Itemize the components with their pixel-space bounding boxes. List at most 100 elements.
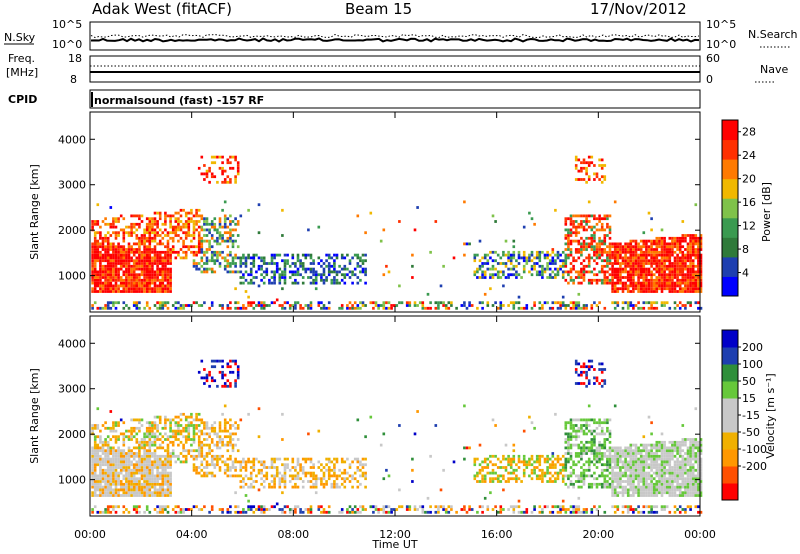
range-gate-cell [148, 250, 152, 254]
range-gate-cell [236, 376, 240, 380]
range-gate-cell [533, 508, 536, 511]
range-gate-cell [91, 454, 94, 458]
range-gate-cell [125, 460, 128, 464]
range-gate-cell [112, 508, 115, 511]
range-gate-cell [639, 245, 643, 249]
range-gate-cell [496, 306, 500, 310]
range-gate-cell [496, 253, 500, 257]
range-gate-cell [106, 278, 110, 282]
range-gate-cell [665, 245, 669, 249]
range-gate-cell [140, 220, 144, 223]
range-gate-cell [517, 253, 521, 257]
range-gate-cell [577, 510, 581, 514]
range-gate-cell [606, 480, 609, 483]
range-gate-cell [580, 466, 583, 469]
range-gate-cell [564, 446, 568, 450]
range-gate-cell [580, 446, 583, 450]
range-gate-cell [91, 449, 94, 453]
range-gate-cell [109, 510, 113, 514]
range-gate-cell [307, 508, 310, 511]
range-gate-cell [590, 155, 594, 159]
range-gate-cell [421, 510, 425, 514]
range-gate-cell [252, 256, 256, 260]
range-gate-cell [600, 278, 604, 282]
range-gate-cell [187, 426, 191, 430]
range-gate-cell [624, 264, 627, 268]
range-gate-cell [561, 276, 565, 279]
range-gate-cell [650, 281, 653, 285]
range-gate-cell [122, 510, 126, 514]
range-gate-cell [309, 304, 313, 307]
range-gate-cell [125, 264, 128, 268]
range-gate-cell [538, 301, 542, 305]
range-gate-cell [200, 418, 204, 422]
range-gate-cell [624, 253, 627, 257]
range-gate-cell [143, 488, 146, 492]
range-gate-cell [564, 234, 568, 237]
range-gate-cell [132, 471, 136, 475]
range-gate-cell [93, 505, 97, 509]
range-gate-cell [164, 421, 167, 425]
range-gate-cell [590, 418, 594, 422]
range-gate-cell [96, 482, 100, 486]
range-gate-cell [91, 306, 94, 310]
range-gate-cell [156, 463, 159, 467]
range-gate-cell [335, 270, 339, 274]
range-gate-cell [603, 432, 607, 436]
range-gate-cell [496, 273, 500, 277]
range-gate-cell [125, 267, 128, 271]
range-gate-cell [200, 248, 204, 251]
range-gate-cell [663, 276, 666, 279]
range-gate-cell [112, 250, 115, 254]
range-gate-cell [143, 253, 146, 257]
range-gate-cell [522, 259, 526, 263]
range-gate-cell [257, 203, 261, 207]
range-gate-cell [229, 510, 232, 514]
range-gate-cell [156, 488, 159, 492]
range-gate-cell [611, 253, 614, 257]
range-gate-cell [603, 264, 607, 268]
range-gate-cell [603, 454, 607, 458]
range-gate-cell [91, 245, 94, 249]
colorbar-swatch [722, 198, 738, 219]
range-gate-cell [182, 446, 185, 450]
range-gate-cell [580, 245, 583, 249]
range-gate-cell [624, 256, 627, 260]
range-gate-cell [166, 245, 170, 249]
range-gate-cell [288, 480, 292, 483]
range-gate-cell [153, 474, 157, 478]
range-gate-cell [148, 306, 152, 310]
range-gate-cell [249, 262, 253, 265]
range-gate-cell [91, 222, 94, 226]
range-gate-cell [294, 270, 297, 274]
range-gate-cell [554, 471, 557, 475]
range-gate-cell [140, 242, 144, 246]
range-gate-cell [530, 259, 534, 263]
range-gate-cell [686, 253, 690, 257]
range-gate-cell [213, 217, 217, 221]
range-gate-cell [538, 477, 542, 481]
range-gate-cell [522, 457, 526, 461]
range-gate-cell [231, 245, 235, 249]
range-gate-cell [333, 480, 336, 483]
range-gate-cell [541, 510, 544, 514]
range-gate-cell [262, 281, 266, 285]
range-gate-cell [528, 211, 531, 215]
range-gate-cell [600, 463, 604, 467]
range-gate-cell [281, 208, 284, 212]
range-gate-cell [177, 505, 180, 509]
range-gate-cell [621, 306, 625, 310]
range-gate-cell [218, 454, 222, 458]
range-gate-cell [582, 449, 586, 453]
range-gate-cell [130, 426, 133, 430]
range-gate-cell [671, 253, 674, 257]
range-gate-cell [158, 281, 162, 285]
range-gate-cell [608, 429, 612, 433]
range-gate-cell [642, 245, 646, 249]
range-gate-cell [117, 477, 120, 481]
range-gate-cell [197, 234, 201, 237]
range-gate-cell [164, 477, 167, 481]
range-gate-cell [608, 463, 612, 467]
range-gate-cell [273, 262, 276, 265]
range-gate-cell [551, 262, 555, 265]
